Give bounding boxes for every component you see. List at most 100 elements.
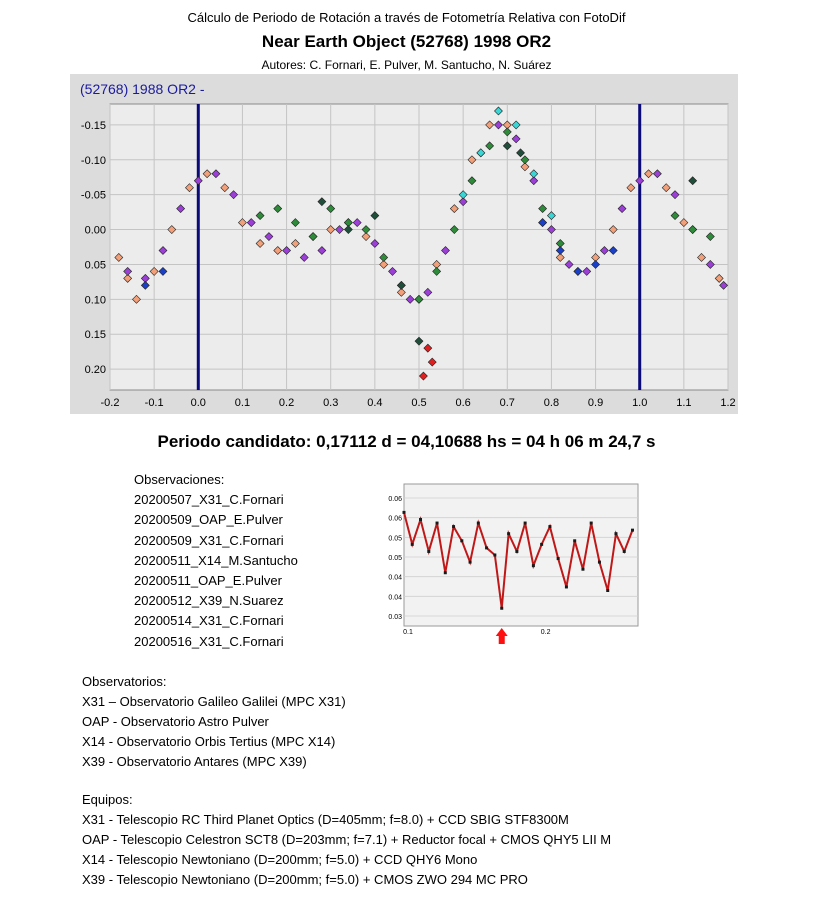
data-point xyxy=(176,204,186,214)
y-tick-label: 0.10 xyxy=(85,294,106,306)
data-point xyxy=(140,280,150,290)
header-subtitle: Cálculo de Periodo de Rotación a través … xyxy=(187,10,626,25)
data-point xyxy=(635,176,645,186)
periodogram-point xyxy=(402,510,406,514)
periodogram-point xyxy=(500,606,504,610)
data-point xyxy=(617,204,627,214)
observation-item: 20200511_OAP_E.Pulver xyxy=(134,573,282,589)
data-point xyxy=(626,183,636,193)
periodogram-x-tick: 0.1 xyxy=(403,629,413,636)
data-point xyxy=(511,120,521,130)
observatory-item: OAP - Observatorio Astro Pulver xyxy=(82,714,269,729)
x-tick-label: 1.0 xyxy=(632,397,647,409)
periodogram-point xyxy=(630,528,634,532)
data-point xyxy=(335,225,344,234)
data-point xyxy=(529,169,539,179)
periodogram-point xyxy=(531,564,535,568)
x-tick-label: 0.1 xyxy=(235,397,250,409)
data-point xyxy=(414,336,424,346)
observatories-heading: Observatorios: xyxy=(82,674,167,689)
data-point xyxy=(229,190,239,200)
equipment-item: OAP - Telescopio Celestron SCT8 (D=203mm… xyxy=(82,832,612,847)
observation-item: 20200509_X31_C.Fornari xyxy=(134,532,284,548)
periodogram-point xyxy=(507,532,511,536)
data-point xyxy=(388,266,397,276)
periodogram-point xyxy=(573,539,577,543)
x-tick-label: 0.9 xyxy=(588,397,603,409)
page-title: Near Earth Object (52768) 1998 OR2 xyxy=(261,32,552,51)
x-tick-label: 1.1 xyxy=(676,397,691,409)
periodogram-y-tick: 0.05 xyxy=(388,555,402,562)
periodogram-point xyxy=(523,521,527,525)
x-tick-label: 1.2 xyxy=(720,397,735,409)
data-point xyxy=(370,239,380,248)
periodogram-point xyxy=(540,542,544,546)
observatories-list: Observatorios: X31 – Observatorio Galile… xyxy=(82,672,346,772)
periodogram-point xyxy=(485,546,489,550)
periodogram-point xyxy=(589,521,593,525)
data-point xyxy=(467,155,477,165)
periodogram-point xyxy=(476,521,480,525)
equipment-item: X14 - Telescopio Newtoniano (D=200mm; f=… xyxy=(82,852,478,867)
y-tick-label: 0.20 xyxy=(85,364,106,376)
authors-line: Autores: C. Fornari, E. Pulver, M. Santu… xyxy=(261,58,552,72)
data-point xyxy=(529,176,539,186)
data-point xyxy=(697,253,706,262)
data-point xyxy=(158,266,168,276)
data-point xyxy=(485,141,495,151)
data-point xyxy=(520,155,530,165)
data-point xyxy=(670,211,680,221)
data-point xyxy=(423,343,433,353)
periodogram-y-tick: 0.06 xyxy=(388,496,402,503)
data-point xyxy=(343,225,353,234)
data-point xyxy=(652,169,662,179)
periodogram-point xyxy=(515,549,519,553)
data-point xyxy=(396,280,406,290)
data-point xyxy=(573,266,583,276)
observatory-item: X14 - Observatorio Orbis Tertius (MPC X1… xyxy=(82,734,336,749)
periodogram-point xyxy=(493,553,497,557)
data-point xyxy=(494,120,503,130)
periodogram-point xyxy=(564,585,568,589)
periodogram-point xyxy=(419,518,423,521)
data-point xyxy=(220,183,230,193)
periodogram-point xyxy=(622,549,626,553)
x-tick-label: 0.7 xyxy=(500,397,515,409)
observation-item: 20200514_X31_C.Fornari xyxy=(134,613,284,629)
x-tick-label: -0.1 xyxy=(145,397,164,409)
periodogram-point xyxy=(410,542,414,546)
periodogram-point xyxy=(452,525,456,529)
y-tick-label: 0.05 xyxy=(85,259,106,271)
data-point xyxy=(185,183,194,193)
period-arrow-icon xyxy=(495,628,508,644)
x-tick-label: 0.0 xyxy=(191,397,206,409)
data-point xyxy=(418,371,428,381)
data-point xyxy=(149,266,159,276)
data-point xyxy=(282,246,291,255)
data-point xyxy=(432,266,442,276)
observation-item: 20200512_X39_N.Suarez xyxy=(134,593,284,609)
data-point xyxy=(132,294,141,304)
data-point xyxy=(441,246,450,255)
periodogram-y-tick: 0.05 xyxy=(388,535,402,542)
x-tick-label: 0.4 xyxy=(367,397,382,409)
data-point xyxy=(538,218,548,228)
chart-title: (52768) 1988 OR2 - xyxy=(80,81,205,97)
data-point xyxy=(123,273,133,283)
periodogram-point xyxy=(614,532,618,536)
x-tick-label: 0.2 xyxy=(279,397,294,409)
y-tick-label: -0.15 xyxy=(81,120,106,132)
data-point xyxy=(317,246,327,255)
data-point xyxy=(273,246,283,255)
periodogram-x-tick: 0.2 xyxy=(541,629,551,636)
periodogram-point xyxy=(443,571,447,575)
data-point xyxy=(326,204,336,214)
observations-list: Observaciones: 20200507_X31_C.Fornari 20… xyxy=(134,470,298,652)
data-point xyxy=(379,253,389,262)
data-point xyxy=(361,232,371,241)
periodogram-point xyxy=(435,521,439,525)
data-point xyxy=(520,162,530,172)
data-point xyxy=(547,211,556,221)
data-point xyxy=(591,260,600,269)
periodogram-point xyxy=(427,549,431,553)
